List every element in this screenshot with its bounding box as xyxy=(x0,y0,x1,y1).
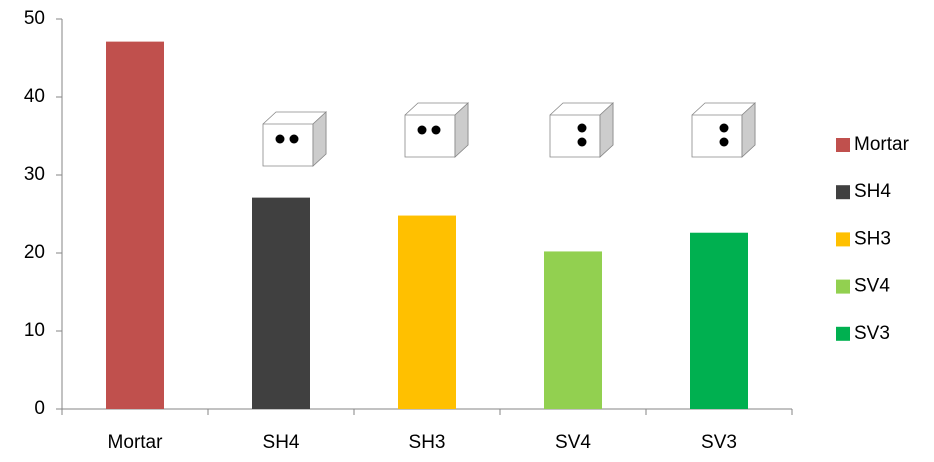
legend-label: SV3 xyxy=(854,323,890,344)
bar xyxy=(252,197,310,409)
hole xyxy=(289,134,299,144)
hole xyxy=(719,123,729,133)
cube-side xyxy=(312,111,327,167)
legend-label: SH3 xyxy=(854,228,891,249)
bar xyxy=(690,232,748,409)
x-tick-label: SH4 xyxy=(263,432,300,453)
legend-swatch xyxy=(836,232,850,247)
x-tick-label: Mortar xyxy=(108,432,164,453)
x-tick-label: SV4 xyxy=(555,432,591,453)
hole xyxy=(577,137,587,147)
specimen-icons xyxy=(262,102,757,167)
legend-label: SH4 xyxy=(854,181,891,202)
cube-side xyxy=(599,102,614,158)
y-tick-label: 40 xyxy=(24,86,45,107)
y-tick-label: 50 xyxy=(24,8,45,29)
x-tick-label: SH3 xyxy=(409,432,446,453)
hole xyxy=(577,123,587,133)
hole xyxy=(719,137,729,147)
cube-side xyxy=(741,102,756,158)
bar xyxy=(544,251,602,409)
legend-swatch xyxy=(836,185,850,200)
y-tick-label: 30 xyxy=(24,164,45,185)
hole xyxy=(275,134,285,144)
legend-swatch xyxy=(836,326,850,341)
y-tick-label: 10 xyxy=(24,320,45,341)
hole xyxy=(431,125,441,135)
legend-swatch xyxy=(836,279,850,294)
y-tick-label: 0 xyxy=(34,398,45,419)
x-tick-label: SV3 xyxy=(701,432,737,453)
cube-side xyxy=(454,102,469,158)
y-tick-label: 20 xyxy=(24,242,45,263)
legend-label: SV4 xyxy=(854,276,890,297)
legend-swatch xyxy=(836,138,850,152)
bar xyxy=(398,215,456,409)
bar xyxy=(106,41,164,410)
hole xyxy=(417,125,427,135)
legend-label: Mortar xyxy=(854,134,910,155)
